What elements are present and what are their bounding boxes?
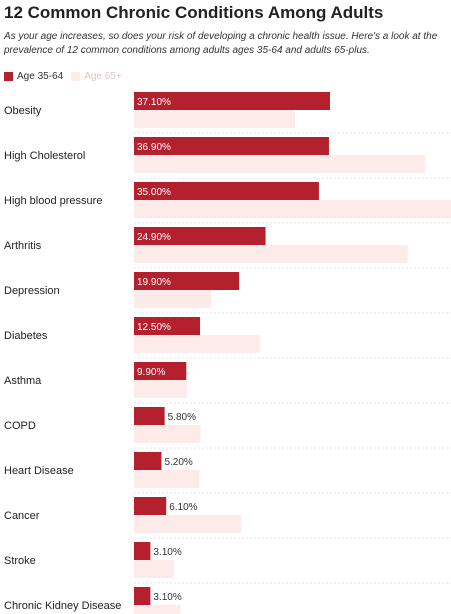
data-label-age-35-64-copd: 5.80%	[168, 412, 196, 423]
bar-age-65-plus-high-cholesterol	[134, 155, 426, 173]
data-label-age-35-64-chronic-kidney-disease: 3.10%	[153, 592, 181, 603]
bar-age-65-plus-depression	[134, 290, 212, 308]
legend-swatch-age-35-64	[4, 71, 13, 81]
legend-item-age-35-64: Age 35-64	[4, 71, 63, 82]
bar-age-35-64-copd	[134, 407, 165, 425]
data-label-age-35-64-high-cholesterol: 36.90%	[137, 142, 171, 153]
bar-age-65-plus-obesity	[134, 110, 296, 128]
bar-age-65-plus-asthma	[134, 380, 187, 398]
bar-age-35-64-obesity	[134, 92, 331, 110]
bar-age-65-plus-diabetes	[134, 335, 260, 353]
data-label-age-35-64-asthma: 9.90%	[137, 367, 165, 378]
category-label-copd: COPD	[4, 420, 36, 432]
category-label-chronic-kidney-disease: Chronic Kidney Disease	[4, 600, 121, 612]
bar-age-35-64-depression	[134, 272, 240, 290]
category-label-arthritis: Arthritis	[4, 240, 42, 252]
category-label-high-blood-pressure: High blood pressure	[4, 195, 102, 207]
category-label-heart-disease: Heart Disease	[4, 465, 74, 477]
data-label-age-35-64-high-blood-pressure: 35.00%	[137, 187, 171, 198]
bar-age-35-64-diabetes	[134, 317, 201, 335]
bar-age-65-plus-high-blood-pressure	[134, 200, 451, 218]
data-label-age-35-64-diabetes: 12.50%	[137, 322, 171, 333]
data-label-age-35-64-heart-disease: 5.20%	[164, 457, 192, 468]
bar-age-35-64-cancer	[134, 497, 167, 515]
category-label-diabetes: Diabetes	[4, 330, 48, 342]
chart-subtitle: As your age increases, so does your risk…	[4, 31, 438, 56]
bar-age-35-64-high-blood-pressure	[134, 182, 319, 200]
legend-swatch-age-65-plus	[71, 71, 81, 81]
data-label-age-35-64-cancer: 6.10%	[169, 502, 197, 513]
legend-label-age-35-64: Age 35-64	[17, 70, 64, 82]
bar-age-65-plus-heart-disease	[134, 470, 200, 488]
category-label-cancer: Cancer	[4, 510, 40, 522]
bar-age-65-plus-copd	[134, 425, 201, 443]
category-label-asthma: Asthma	[4, 375, 42, 387]
bar-age-35-64-arthritis	[134, 227, 266, 245]
data-label-age-35-64-depression: 19.90%	[137, 277, 171, 288]
data-label-age-35-64-arthritis: 24.90%	[137, 232, 171, 243]
category-label-depression: Depression	[4, 285, 60, 297]
legend: Age 35-64 Age 65+	[4, 70, 130, 82]
legend-label-age-65-plus: Age 65+	[84, 70, 122, 82]
bar-age-35-64-high-cholesterol	[134, 137, 329, 155]
bar-age-35-64-heart-disease	[134, 452, 162, 470]
bar-age-65-plus-chronic-kidney-disease	[134, 605, 181, 614]
data-label-age-35-64-stroke: 3.10%	[153, 547, 181, 558]
category-label-obesity: Obesity	[4, 105, 42, 117]
category-label-high-cholesterol: High Cholesterol	[4, 150, 85, 162]
category-label-stroke: Stroke	[4, 555, 36, 567]
bar-age-65-plus-arthritis	[134, 245, 408, 263]
bar-age-35-64-chronic-kidney-disease	[134, 587, 151, 605]
legend-item-age-65-plus: Age 65+	[71, 71, 122, 82]
chart-title: 12 Common Chronic Conditions Among Adult…	[4, 3, 384, 22]
data-label-age-35-64-obesity: 37.10%	[137, 97, 171, 108]
bar-age-65-plus-cancer	[134, 515, 242, 533]
bar-age-35-64-stroke	[134, 542, 151, 560]
bar-age-65-plus-stroke	[134, 560, 175, 578]
bar-age-35-64-asthma	[134, 362, 187, 380]
